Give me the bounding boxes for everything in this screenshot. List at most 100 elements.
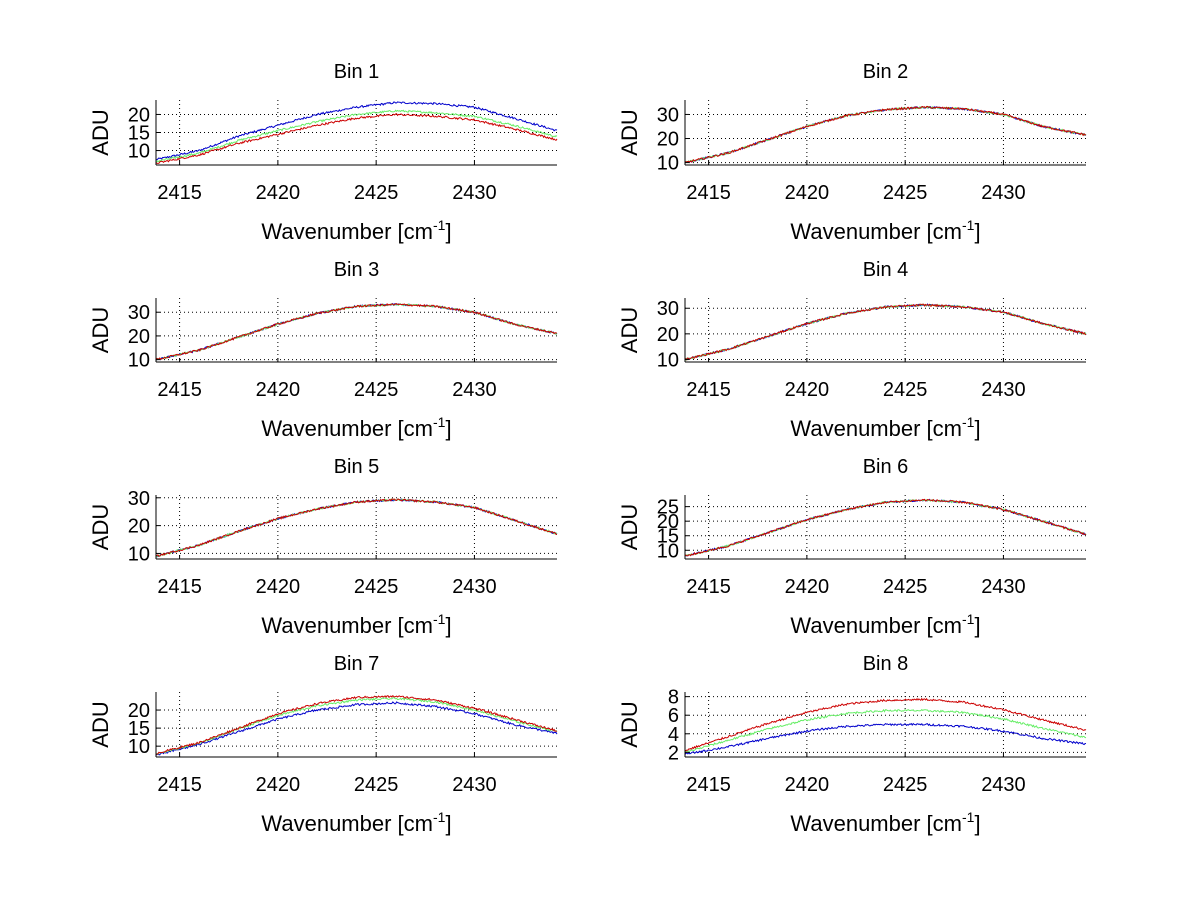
x-tick-label: 2430: [981, 774, 1026, 796]
y-tick-label: 25: [657, 497, 679, 519]
y-tick-label: 30: [128, 488, 150, 510]
y-axis-label: ADU: [617, 701, 642, 747]
series-line: [684, 303, 1087, 361]
series-line: [684, 303, 1087, 361]
subplot-5: 2415 2420 2425 2430 10 20 30 Bin 5 Wavenumber [c…: [88, 456, 558, 638]
series-line: [155, 113, 558, 164]
x-tick-label: 2415: [157, 774, 202, 796]
x-tick-label: 2425: [354, 182, 399, 204]
series-line: [684, 708, 1087, 753]
y-tick-label: 10: [128, 350, 150, 372]
y-axis-label: ADU: [88, 504, 113, 550]
x-tick-label: 2420: [256, 576, 301, 598]
x-tick-label: 2420: [785, 182, 830, 204]
y-tick-label: 6: [668, 705, 679, 727]
subplot-4: 2415 2420 2425 2430 10 20 30 Bin 4 Wavenumber [c…: [617, 259, 1087, 441]
x-tick-label: 2425: [883, 774, 928, 796]
series-line: [155, 109, 558, 163]
y-axis-label: ADU: [88, 701, 113, 747]
x-tick-label: 2415: [157, 379, 202, 401]
x-axis-label: Wavenumber [cm-1]: [261, 809, 451, 836]
y-tick-label: 10: [657, 349, 679, 371]
y-tick-label: 20: [128, 326, 150, 348]
y-tick-label: 20: [128, 104, 150, 126]
y-tick-label: 10: [657, 153, 679, 175]
y-tick-label: 30: [657, 298, 679, 320]
y-tick-label: 20: [128, 700, 150, 722]
y-tick-label: 15: [128, 718, 150, 740]
subplot-title: Bin 1: [334, 61, 380, 83]
subplot-title: Bin 2: [863, 61, 909, 83]
x-tick-label: 2425: [354, 379, 399, 401]
x-tick-label: 2430: [981, 576, 1026, 598]
x-tick-label: 2420: [256, 774, 301, 796]
y-tick-label: 30: [657, 104, 679, 126]
subplot-title: Bin 6: [863, 456, 909, 478]
series-line: [155, 694, 558, 755]
y-axis-label: ADU: [88, 307, 113, 353]
series-line: [684, 105, 1087, 163]
y-tick-label: 10: [128, 543, 150, 565]
series-line: [684, 697, 1087, 752]
x-tick-label: 2430: [981, 182, 1026, 204]
x-tick-label: 2430: [981, 379, 1026, 401]
x-tick-label: 2425: [883, 576, 928, 598]
subplot-title: Bin 5: [334, 456, 380, 478]
x-tick-label: 2420: [256, 182, 301, 204]
subplot-title: Bin 7: [334, 653, 380, 675]
x-tick-label: 2415: [686, 576, 731, 598]
y-tick-label: 20: [128, 516, 150, 538]
series-line: [155, 101, 558, 161]
x-tick-label: 2425: [354, 774, 399, 796]
series-line: [155, 701, 558, 756]
x-tick-label: 2415: [157, 576, 202, 598]
x-axis-label: Wavenumber [cm-1]: [790, 611, 980, 638]
x-tick-label: 2420: [785, 379, 830, 401]
x-tick-label: 2425: [883, 182, 928, 204]
series-line: [155, 303, 557, 361]
y-tick-label: 10: [657, 540, 679, 562]
y-tick-label: 20: [657, 511, 679, 533]
series-line: [684, 498, 1087, 557]
series-line: [685, 498, 1087, 557]
series-line: [684, 499, 1087, 557]
x-axis-label: Wavenumber [cm-1]: [790, 414, 980, 441]
y-tick-label: 15: [657, 526, 679, 548]
y-axis-label: ADU: [617, 109, 642, 155]
y-tick-label: 10: [128, 141, 150, 163]
x-tick-label: 2430: [452, 379, 497, 401]
series-line: [155, 498, 558, 557]
y-tick-label: 20: [657, 324, 679, 346]
x-tick-label: 2415: [157, 182, 202, 204]
x-tick-label: 2415: [686, 182, 731, 204]
subplot-title: Bin 3: [334, 259, 380, 281]
series-line: [684, 303, 1087, 361]
series-line: [155, 498, 558, 558]
y-axis-label: ADU: [88, 109, 113, 155]
x-tick-label: 2420: [785, 576, 830, 598]
x-axis-label: Wavenumber [cm-1]: [790, 809, 980, 836]
x-axis-label: Wavenumber [cm-1]: [261, 414, 451, 441]
x-tick-label: 2430: [452, 182, 497, 204]
x-tick-label: 2425: [883, 379, 928, 401]
y-tick-label: 15: [128, 123, 150, 145]
series-line: [684, 722, 1087, 755]
x-axis-label: Wavenumber [cm-1]: [261, 217, 451, 244]
y-tick-label: 4: [668, 724, 679, 746]
y-axis-label: ADU: [617, 307, 642, 353]
x-tick-label: 2430: [452, 576, 497, 598]
series-line: [155, 498, 558, 558]
x-tick-label: 2420: [256, 379, 301, 401]
x-tick-label: 2420: [785, 774, 830, 796]
x-tick-label: 2430: [452, 774, 497, 796]
x-tick-label: 2415: [686, 379, 731, 401]
x-axis-label: Wavenumber [cm-1]: [790, 217, 980, 244]
subplot-title: Bin 8: [863, 653, 909, 675]
